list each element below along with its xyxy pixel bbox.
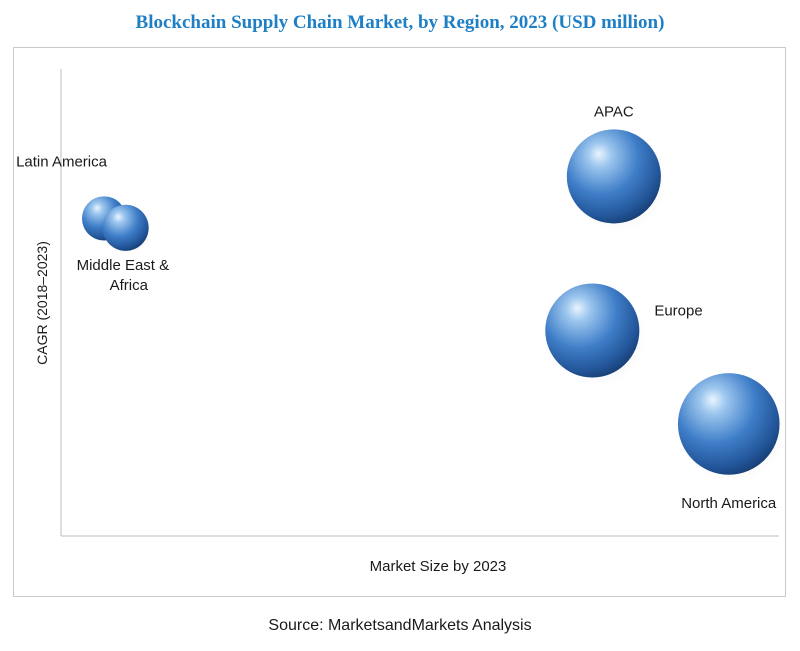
chart-frame bbox=[13, 47, 786, 597]
bubble-label: APAC bbox=[594, 103, 634, 120]
bubble-europe bbox=[545, 283, 640, 378]
y-axis-label: CAGR (2018–2023) bbox=[34, 241, 50, 365]
bubble-label: Middle East & Africa bbox=[77, 257, 170, 294]
x-axis-label: Market Size by 2023 bbox=[370, 558, 507, 575]
bubble-label: Latin America bbox=[16, 153, 108, 170]
bubble-middle-east-africa bbox=[102, 204, 149, 251]
bubble-label: Europe bbox=[654, 303, 702, 320]
bubble-north-america bbox=[677, 373, 780, 475]
bubble-apac bbox=[566, 129, 661, 224]
bubble-label-group: Latin America Middle East & Africa APAC Euro… bbox=[16, 103, 777, 512]
chart-title: Blockchain Supply Chain Market, by Regio… bbox=[135, 12, 665, 33]
bubble-label: North America bbox=[681, 495, 777, 512]
source-note: Source: MarketsandMarkets Analysis bbox=[268, 617, 532, 634]
bubble-series bbox=[82, 129, 787, 484]
